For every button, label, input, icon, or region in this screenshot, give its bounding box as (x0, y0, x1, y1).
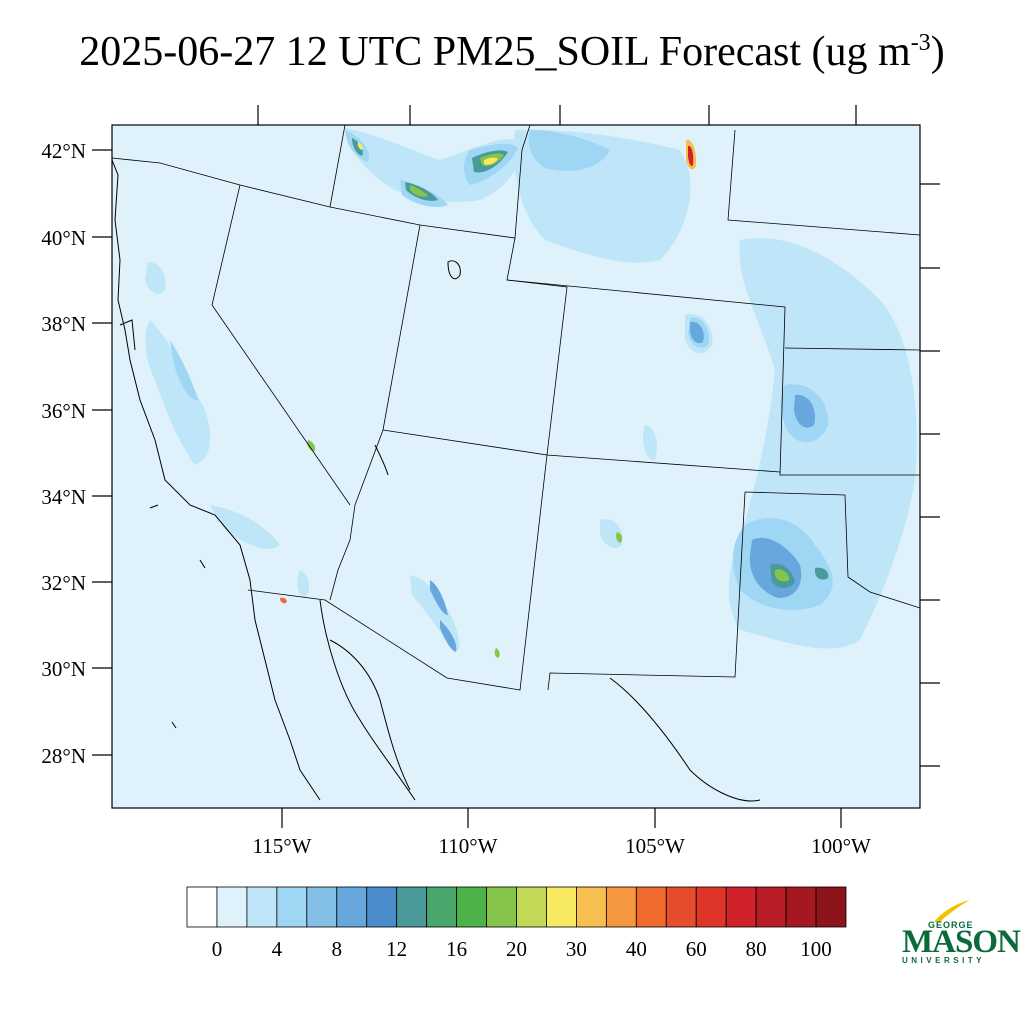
logo-bottom-text: UNIVERSITY (902, 956, 986, 965)
lat-label: 34°N (41, 485, 86, 509)
colorbar-swatch (186, 886, 218, 928)
lat-label: 30°N (41, 657, 86, 681)
lat-label: 42°N (41, 139, 86, 163)
axis-ticks (92, 105, 940, 828)
colorbar-swatch (306, 886, 338, 928)
logo-top-text: GEORGE (928, 920, 974, 930)
lat-label: 40°N (41, 226, 86, 250)
colorbar-label: 0 (212, 937, 223, 961)
colorbar-swatch (396, 886, 428, 928)
concentration-field (145, 128, 917, 658)
lat-label: 36°N (41, 399, 86, 423)
colorbar-label: 20 (506, 937, 527, 961)
map-title: 2025-06-27 12 UTC PM25_SOIL Forecast (ug… (0, 28, 1024, 76)
title-text: 2025-06-27 12 UTC PM25_SOIL Forecast (ug… (79, 29, 911, 75)
colorbar-swatch (456, 886, 487, 928)
colorbar-swatch (605, 886, 637, 928)
colorbar-swatch (695, 886, 727, 928)
colorbar-label: 12 (386, 937, 407, 961)
lon-label: 110°W (439, 834, 498, 858)
colorbar-swatch (486, 886, 517, 928)
political-boundaries (112, 125, 920, 691)
lat-label: 28°N (41, 744, 86, 768)
lon-label: 105°W (625, 834, 685, 858)
coastlines (112, 159, 761, 802)
colorbar-label: 80 (746, 937, 767, 961)
colorbar-swatch (336, 886, 368, 928)
colorbar-swatch (665, 886, 697, 928)
lon-label: 100°W (811, 834, 871, 858)
colorbar-label: 60 (686, 937, 707, 961)
logo-swoosh-icon (934, 900, 970, 922)
colorbar-swatch (635, 886, 667, 928)
colorbar (186, 886, 847, 928)
colorbar-swatch (546, 886, 577, 928)
colorbar-swatch (755, 886, 787, 928)
title-close: ) (930, 29, 945, 75)
title-unit-exponent: -3 (910, 30, 931, 56)
colorbar-swatch (785, 886, 817, 928)
colorbar-swatch (576, 886, 607, 928)
colorbar-label: 4 (272, 937, 283, 961)
colorbar-swatch (516, 886, 547, 928)
colorbar-swatch (725, 886, 757, 928)
lat-label: 32°N (41, 571, 86, 595)
colorbar-label: 40 (626, 937, 647, 961)
colorbar-label: 100 (800, 937, 832, 961)
colorbar-swatch (276, 886, 308, 928)
gmu-logo: GEORGE MASON UNIVERSITY (892, 898, 1021, 968)
colorbar-swatch (426, 886, 457, 928)
latitude-labels: 42°N 40°N 38°N 36°N 34°N 32°N 30°N 28°N (41, 139, 86, 768)
lon-label: 115°W (253, 834, 312, 858)
colorbar-label: 30 (566, 937, 587, 961)
colorbar-swatch (246, 886, 278, 928)
colorbar-label: 8 (332, 937, 343, 961)
map-frame (111, 124, 921, 809)
colorbar-swatch (216, 886, 248, 928)
lat-label: 38°N (41, 312, 86, 336)
colorbar-swatch (366, 886, 398, 928)
logo-main-text: MASON (902, 924, 1021, 960)
colorbar-label: 16 (446, 937, 467, 961)
colorbar-labels: 0 4 8 12 16 20 30 40 60 80 100 (212, 937, 832, 961)
longitude-labels: 115°W 110°W 105°W 100°W (253, 834, 872, 858)
colorbar-swatch (815, 886, 847, 928)
